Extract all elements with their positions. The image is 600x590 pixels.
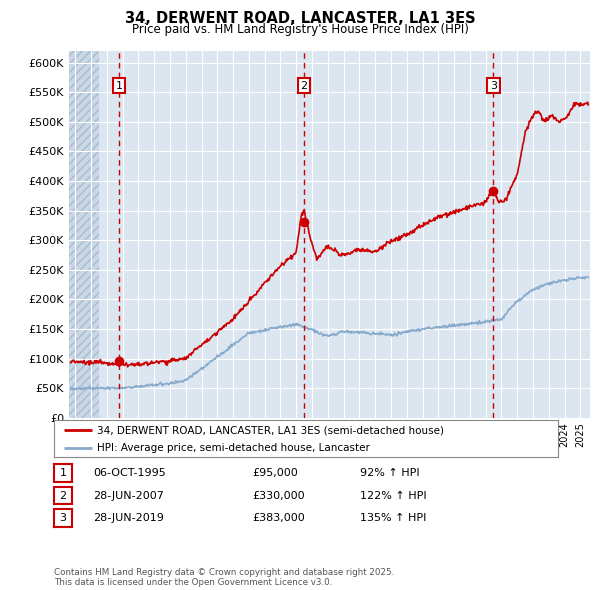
Text: 135% ↑ HPI: 135% ↑ HPI: [360, 513, 427, 523]
Text: 3: 3: [59, 513, 67, 523]
Text: 06-OCT-1995: 06-OCT-1995: [93, 468, 166, 478]
Text: £383,000: £383,000: [252, 513, 305, 523]
Text: £330,000: £330,000: [252, 491, 305, 500]
Text: 1: 1: [59, 468, 67, 478]
Bar: [69, 51, 99, 418]
Text: Contains HM Land Registry data © Crown copyright and database right 2025.
This d: Contains HM Land Registry data © Crown c…: [54, 568, 394, 587]
Text: 34, DERWENT ROAD, LANCASTER, LA1 3ES (semi-detached house): 34, DERWENT ROAD, LANCASTER, LA1 3ES (se…: [97, 425, 444, 435]
Text: 34, DERWENT ROAD, LANCASTER, LA1 3ES: 34, DERWENT ROAD, LANCASTER, LA1 3ES: [125, 11, 475, 25]
Text: HPI: Average price, semi-detached house, Lancaster: HPI: Average price, semi-detached house,…: [97, 443, 370, 453]
Text: 2: 2: [301, 81, 308, 91]
Text: 122% ↑ HPI: 122% ↑ HPI: [360, 491, 427, 500]
Text: 2: 2: [59, 491, 67, 500]
Text: Price paid vs. HM Land Registry's House Price Index (HPI): Price paid vs. HM Land Registry's House …: [131, 23, 469, 36]
Text: £95,000: £95,000: [252, 468, 298, 478]
Text: 28-JUN-2007: 28-JUN-2007: [93, 491, 164, 500]
Text: 3: 3: [490, 81, 497, 91]
Text: 28-JUN-2019: 28-JUN-2019: [93, 513, 164, 523]
Text: 1: 1: [115, 81, 122, 91]
Text: 92% ↑ HPI: 92% ↑ HPI: [360, 468, 419, 478]
